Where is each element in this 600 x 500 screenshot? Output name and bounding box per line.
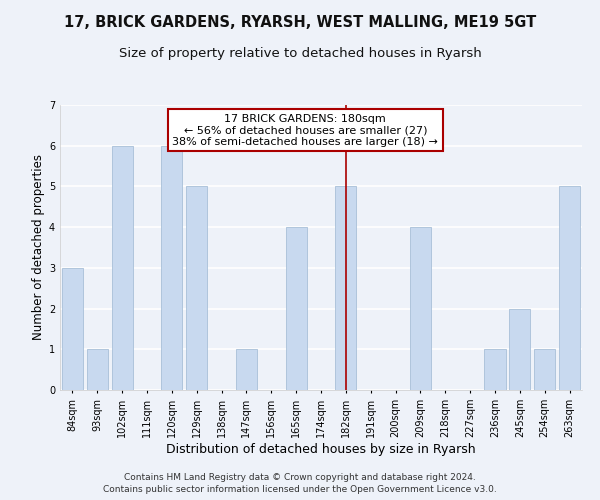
Bar: [484, 350, 506, 390]
Bar: [410, 227, 431, 390]
Bar: [534, 350, 555, 390]
Bar: [161, 146, 182, 390]
Text: Size of property relative to detached houses in Ryarsh: Size of property relative to detached ho…: [119, 48, 481, 60]
Bar: [559, 186, 580, 390]
X-axis label: Distribution of detached houses by size in Ryarsh: Distribution of detached houses by size …: [166, 442, 476, 456]
Bar: [87, 350, 108, 390]
Text: 17 BRICK GARDENS: 180sqm
← 56% of detached houses are smaller (27)
38% of semi-d: 17 BRICK GARDENS: 180sqm ← 56% of detach…: [172, 114, 438, 147]
Bar: [112, 146, 133, 390]
Bar: [62, 268, 83, 390]
Text: Contains public sector information licensed under the Open Government Licence v3: Contains public sector information licen…: [103, 485, 497, 494]
Y-axis label: Number of detached properties: Number of detached properties: [32, 154, 45, 340]
Bar: [286, 227, 307, 390]
Bar: [186, 186, 207, 390]
Bar: [509, 308, 530, 390]
Bar: [335, 186, 356, 390]
Bar: [236, 350, 257, 390]
Text: 17, BRICK GARDENS, RYARSH, WEST MALLING, ME19 5GT: 17, BRICK GARDENS, RYARSH, WEST MALLING,…: [64, 15, 536, 30]
Text: Contains HM Land Registry data © Crown copyright and database right 2024.: Contains HM Land Registry data © Crown c…: [124, 472, 476, 482]
